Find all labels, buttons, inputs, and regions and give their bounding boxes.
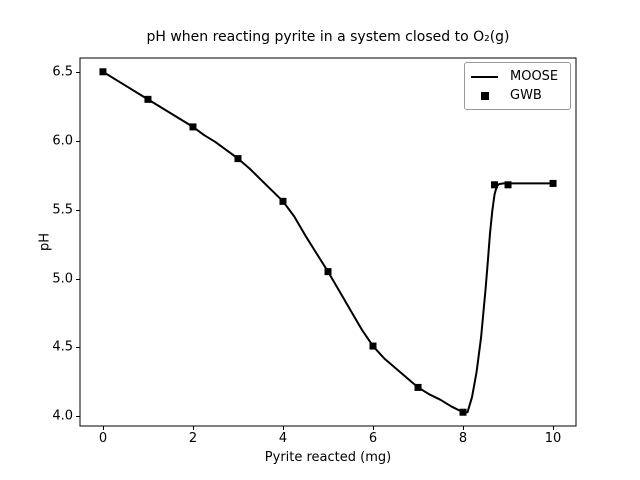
gwb-marker <box>234 155 242 163</box>
y-tick-label: 6.5 <box>52 64 73 80</box>
x-tick-label: 10 <box>544 431 562 446</box>
legend: MOOSE GWB <box>464 62 571 110</box>
y-tick-label: 6.0 <box>52 133 73 149</box>
gwb-marker <box>491 181 499 189</box>
x-tick-label: 8 <box>458 431 468 446</box>
x-axis-label: Pyrite reacted (mg) <box>264 450 392 465</box>
legend-entry-moose: MOOSE <box>471 67 564 86</box>
y-tick-label: 5.0 <box>52 271 73 287</box>
x-tick-label: 2 <box>188 431 198 446</box>
gwb-marker <box>504 181 512 189</box>
legend-label-gwb: GWB <box>510 88 542 103</box>
y-tick-label: 4.0 <box>52 408 73 424</box>
legend-square-icon <box>471 91 498 101</box>
chart-title: pH when reacting pyrite in a system clos… <box>146 29 510 45</box>
moose-line <box>101 70 555 414</box>
x-tick-label: 4 <box>278 431 288 446</box>
legend-entry-gwb: GWB <box>471 86 564 105</box>
gwb-marker <box>324 268 332 276</box>
gwb-marker <box>144 95 152 103</box>
gwb-marker <box>549 179 557 187</box>
gwb-marker <box>189 123 197 131</box>
y-axis-label: pH <box>37 232 53 252</box>
legend-label-moose: MOOSE <box>510 69 559 84</box>
plot-frame <box>79 57 577 427</box>
x-tick-label: 6 <box>368 431 378 446</box>
gwb-marker <box>369 342 377 350</box>
gwb-marker <box>459 408 467 416</box>
y-tick-label: 5.5 <box>52 202 73 218</box>
x-tick-label: 0 <box>98 431 108 446</box>
gwb-marker <box>279 197 287 205</box>
legend-line-icon <box>471 72 498 82</box>
gwb-marker <box>414 383 422 391</box>
y-tick-label: 4.5 <box>52 339 73 355</box>
gwb-marker <box>99 68 107 76</box>
